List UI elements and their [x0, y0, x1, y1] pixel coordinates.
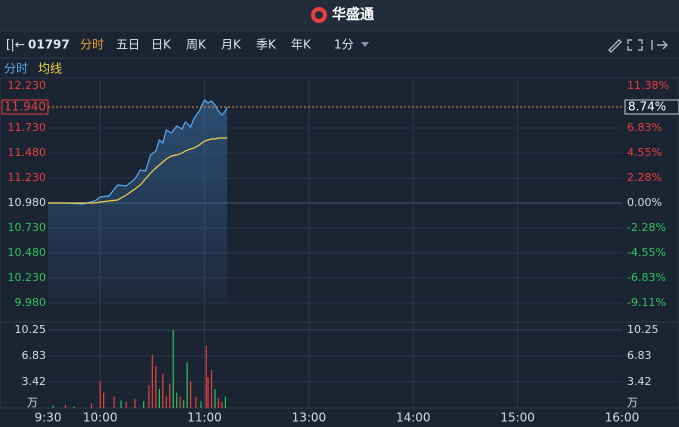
volume-bar [190, 381, 192, 408]
tab[interactable]: 周K [186, 38, 207, 52]
y2-tick-label: 4.55% [627, 146, 662, 159]
tab[interactable]: 季K [256, 38, 277, 52]
volume-bar [143, 401, 145, 408]
legend-entry: 均线 [38, 62, 62, 76]
y-tick-label: 9.980 [15, 296, 47, 309]
y2-tick-label: -4.55% [627, 246, 666, 259]
y2-tick-label: 11.38% [627, 79, 669, 92]
volume-bar [195, 396, 197, 408]
volume-bar [52, 405, 54, 408]
volume-unit: 万 [27, 396, 38, 409]
volume-bar [176, 392, 178, 408]
tabs: 分时 五日 日K 周K 月K 季K 年K [80, 38, 312, 52]
series-line [48, 99, 228, 205]
y-tick-label: 11.730 [8, 121, 47, 134]
y2-tick-label: -6.83% [627, 271, 666, 284]
logo [311, 7, 327, 23]
volume-tick-label: 6.83 [22, 349, 47, 362]
volume-tick-label: 10.25 [15, 323, 47, 336]
price-area [48, 100, 228, 303]
header-bar [0, 0, 679, 31]
tool-icons[interactable] [608, 39, 668, 53]
volume-bar [64, 404, 66, 408]
tab[interactable]: 五日 [116, 38, 140, 52]
volume-bar [179, 396, 181, 408]
tab[interactable]: 月K [221, 38, 242, 52]
volume-panel [0, 321, 679, 409]
volume-bar [186, 362, 188, 408]
volume-bar [224, 396, 227, 408]
volume-bar [113, 396, 115, 408]
volume-bar [73, 406, 75, 408]
volume-bar [103, 392, 105, 408]
x-tick-label: 14:00 [396, 411, 431, 425]
last-price-label: 11.940 [4, 100, 46, 114]
y2-tick-label: 0.00% [627, 196, 662, 209]
y-tick-label: 10.230 [8, 271, 47, 284]
volume-bar [217, 398, 220, 408]
y2-tick-label: 6.83% [627, 121, 662, 134]
x-tick-label: 16:00 [605, 411, 640, 425]
volume-tick-label: 3.42 [627, 375, 652, 388]
tab[interactable]: 日K [151, 38, 172, 52]
y-tick-label: 10.730 [8, 221, 47, 234]
legend-entry: 分时 [4, 62, 28, 76]
volume-bar [210, 369, 213, 408]
volume-tick-label: 3.42 [22, 375, 47, 388]
y2-tick-label: -2.28% [627, 221, 666, 234]
volume-bar [200, 401, 202, 408]
y2-tick-label: -9.11% [627, 296, 666, 309]
back-icon[interactable]: [|← [6, 38, 25, 52]
volume-bar [207, 377, 209, 408]
volume-bar [183, 400, 185, 408]
volume-unit: 万 [627, 396, 638, 409]
x-tick-label: 13:00 [292, 411, 327, 425]
stock-code: 01797 [28, 38, 70, 52]
x-tick-label: 9:30 [35, 411, 62, 425]
last-change-label: 8.74% [628, 99, 666, 113]
volume-bar [158, 388, 160, 408]
volume-bar [148, 385, 150, 408]
volume-bar [214, 388, 216, 408]
volume-tick-label: 10.25 [627, 323, 659, 336]
volume-bar [172, 330, 174, 408]
volume-bar [125, 401, 127, 408]
y-tick-label: 11.480 [8, 146, 47, 159]
y-tick-label: 10.980 [8, 196, 47, 209]
volume-bar [90, 403, 93, 408]
x-tick-label: 11:00 [187, 411, 222, 425]
volume-bar [221, 401, 223, 408]
tab[interactable]: 分时 [80, 38, 104, 52]
volume-bar [155, 366, 157, 408]
volume-bar [162, 373, 164, 408]
volume-bar [99, 381, 101, 408]
brand: 华盛通 [332, 6, 374, 23]
dropdown-arrow[interactable] [361, 42, 369, 47]
volume-bar [134, 398, 136, 408]
volume-bar [120, 400, 122, 408]
volume-tick-label: 6.83 [627, 349, 652, 362]
tab[interactable]: 年K [291, 38, 312, 52]
y-tick-label: 11.230 [8, 171, 47, 184]
last-change-box [624, 99, 679, 115]
volume-bar [169, 383, 171, 408]
volume-bar [151, 354, 153, 408]
y-tick-label: 10.480 [8, 246, 47, 259]
interval[interactable]: 1分 [334, 38, 354, 52]
y2-tick-label: 2.28% [627, 171, 662, 184]
x-tick-label: 10:00 [83, 411, 118, 425]
y-tick-label: 12.230 [8, 79, 47, 92]
series-line [48, 137, 228, 204]
volume-bar [165, 396, 167, 408]
x-tick-label: 15:00 [500, 411, 535, 425]
volume-bar [205, 345, 207, 408]
last-price-box [1, 99, 49, 115]
